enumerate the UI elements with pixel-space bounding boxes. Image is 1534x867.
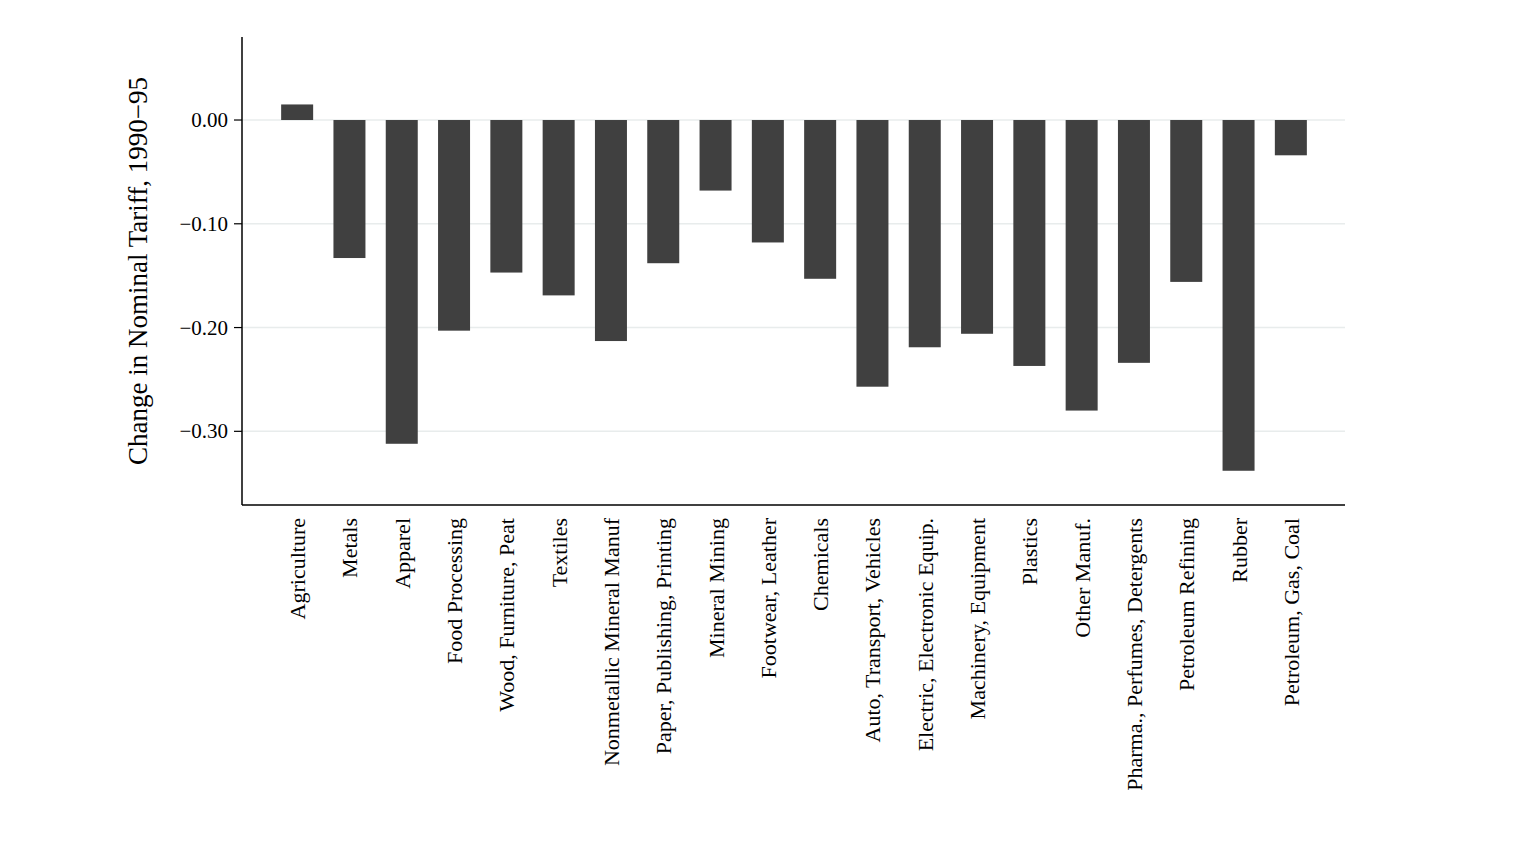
bar	[700, 120, 732, 191]
bar	[281, 104, 313, 120]
category-label: Petroleum, Gas, Coal	[1279, 518, 1304, 706]
bar	[909, 120, 941, 347]
bar	[1066, 120, 1098, 411]
category-label: Paper, Publishing, Printing	[651, 518, 676, 754]
bar	[804, 120, 836, 279]
category-label: Agriculture	[285, 518, 310, 619]
tick-mark	[234, 119, 242, 120]
bar	[752, 120, 784, 242]
category-label: Electric, Electronic Equip.	[913, 518, 938, 751]
category-label: Petroleum Refining	[1174, 518, 1199, 691]
bar	[1170, 120, 1202, 282]
category-label: Nonmetallic Mineral Manuf	[599, 517, 624, 766]
category-label: Other Manuf.	[1070, 518, 1095, 638]
bar	[490, 120, 522, 273]
category-label: Plastics	[1017, 518, 1042, 585]
bar	[438, 120, 470, 331]
tick-label: −0.30	[179, 419, 228, 443]
axis-title: Change in Nominal Tariff, 1990−95	[123, 77, 153, 465]
category-label: Auto, Transport, Vehicles	[860, 518, 885, 743]
category-label: Machinery, Equipment	[965, 518, 990, 719]
category-label: Textiles	[547, 518, 572, 587]
category-label: Mineral Mining	[704, 518, 729, 658]
bars	[281, 104, 1307, 470]
bar	[856, 120, 888, 387]
tick-mark	[234, 223, 242, 224]
category-label: Pharma., Perfumes, Detergents	[1122, 518, 1147, 791]
tick-label: 0.00	[191, 108, 228, 132]
bar	[647, 120, 679, 263]
bar	[961, 120, 993, 334]
category-label: Rubber	[1227, 517, 1252, 582]
tick-mark	[234, 327, 242, 328]
y-axis	[241, 37, 243, 505]
category-label: Chemicals	[808, 518, 833, 611]
bar	[1223, 120, 1255, 471]
category-label: Footwear, Leather	[756, 517, 781, 678]
tick-mark	[234, 431, 242, 432]
category-label: Apparel	[390, 518, 415, 589]
bar	[386, 120, 418, 444]
tick-label: −0.20	[179, 316, 228, 340]
bar	[543, 120, 575, 295]
x-axis	[242, 504, 1345, 506]
bar	[595, 120, 627, 341]
bar	[1013, 120, 1045, 366]
chart: 0.00 −0.10 −0.20 −0.30 Agriculture Metals Appa…	[0, 0, 1534, 867]
bar	[333, 120, 365, 258]
bar	[1118, 120, 1150, 363]
category-label: Metals	[337, 518, 362, 578]
bar	[1275, 120, 1307, 155]
category-label: Food Processing	[442, 518, 467, 664]
category-label: Wood, Furniture, Peat	[494, 518, 519, 712]
tick-label: −0.10	[179, 212, 228, 236]
